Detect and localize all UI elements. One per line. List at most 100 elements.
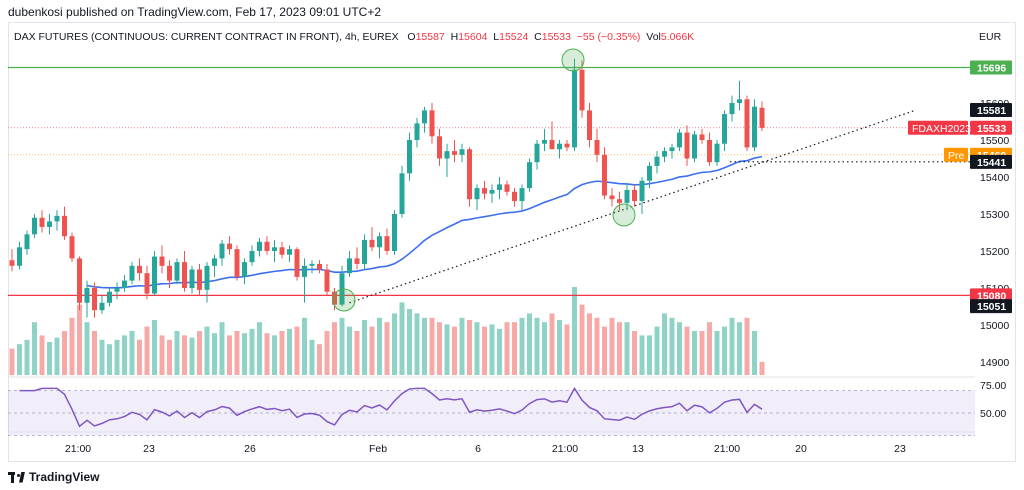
candle	[549, 140, 555, 150]
candle	[77, 258, 82, 303]
chart-title: DAX FUTURES (CONTINUOUS: CURRENT CONTRAC…	[14, 31, 399, 43]
candle	[752, 106, 757, 148]
low-label: L	[493, 31, 500, 43]
highlight-circle	[612, 203, 636, 227]
volume-bar	[399, 302, 405, 375]
candle	[617, 199, 622, 203]
open-value: 15587	[415, 31, 445, 43]
candle	[572, 69, 577, 148]
volume-bar	[107, 344, 112, 375]
volume-bar	[669, 317, 675, 375]
volume-bar	[497, 328, 502, 375]
volume-bar	[617, 322, 622, 375]
publisher-line: dubenkosi published on TradingView.com, …	[8, 5, 382, 19]
price-label-text: 15441	[977, 157, 1006, 169]
candle	[204, 265, 210, 290]
volume-bar	[459, 317, 465, 375]
volume-bar	[572, 287, 577, 375]
volume-bar	[9, 348, 15, 375]
volume-bar	[489, 324, 495, 375]
volume-bar	[144, 326, 150, 375]
candle	[639, 180, 645, 202]
volume-bar	[587, 313, 592, 375]
candle	[579, 69, 585, 111]
volume-bar	[639, 335, 645, 375]
candle	[564, 143, 570, 148]
volume-bar	[347, 326, 352, 375]
candle	[437, 136, 442, 159]
volume-bar	[332, 322, 337, 375]
candle	[497, 184, 502, 190]
low-value: 15524	[499, 31, 529, 43]
volume-bar	[204, 326, 210, 375]
candle	[684, 132, 690, 159]
volume-bar	[54, 337, 60, 375]
volume-bar	[189, 337, 195, 375]
candle	[714, 143, 720, 163]
volume-bar	[137, 339, 142, 375]
volume-bar	[392, 313, 397, 375]
volume-bar	[302, 317, 307, 375]
volume-bar	[114, 339, 120, 375]
candle	[474, 188, 480, 200]
candle	[542, 140, 547, 144]
volume-bar	[444, 324, 450, 375]
time-tick-6: 13	[632, 443, 644, 455]
volume-bar	[714, 331, 720, 375]
candle	[249, 251, 255, 263]
volume-bar	[174, 331, 180, 375]
candle	[602, 154, 607, 196]
candle	[594, 140, 600, 155]
time-tick-7: 21:00	[714, 443, 740, 455]
volume-bar	[47, 342, 52, 375]
volume-bar	[287, 328, 292, 375]
price-label-black	[970, 299, 1012, 314]
chart-frame	[8, 22, 1016, 462]
candle	[407, 140, 412, 174]
volume-bar	[482, 326, 487, 375]
candle	[54, 215, 60, 222]
candle	[302, 265, 307, 277]
candle	[519, 188, 525, 202]
volume-bar	[729, 317, 735, 375]
volume-bar	[414, 313, 420, 375]
candle	[152, 256, 157, 294]
candle	[377, 236, 382, 248]
price-label-black	[970, 154, 1012, 169]
candle	[692, 134, 697, 159]
candle	[32, 217, 37, 235]
price-label-text: 15581	[977, 105, 1006, 117]
candle	[174, 262, 180, 281]
price-label-text: 15051	[977, 301, 1006, 313]
volume-bar	[654, 326, 660, 375]
volume-bar	[257, 322, 262, 375]
time-tick-5: 21:00	[552, 443, 578, 455]
candle	[219, 243, 225, 259]
footer-brand-name: TradingView	[29, 470, 100, 484]
volume-bar	[39, 335, 45, 375]
candle	[84, 288, 90, 303]
volume-bar	[122, 335, 127, 375]
candle	[369, 239, 375, 248]
close-value: 15533	[541, 31, 571, 43]
time-tick-0: 21:00	[65, 443, 91, 455]
volume-bar	[579, 304, 585, 375]
volume-bar	[437, 322, 442, 375]
candle	[122, 280, 127, 288]
candle	[354, 258, 360, 264]
time-tick-9: 23	[894, 443, 906, 455]
volume-bar	[279, 331, 285, 375]
candle	[624, 189, 630, 203]
candle	[197, 269, 202, 290]
volume-bar	[339, 317, 345, 375]
volume-bar	[77, 304, 82, 375]
candle	[242, 262, 247, 277]
volume-bar	[594, 317, 600, 375]
price-tick-1: 15500	[980, 135, 1009, 147]
candle	[609, 195, 615, 200]
volume-bar	[542, 322, 547, 375]
volume-bar	[84, 322, 90, 375]
volume-bar	[62, 331, 67, 375]
volume-bar	[129, 331, 135, 375]
